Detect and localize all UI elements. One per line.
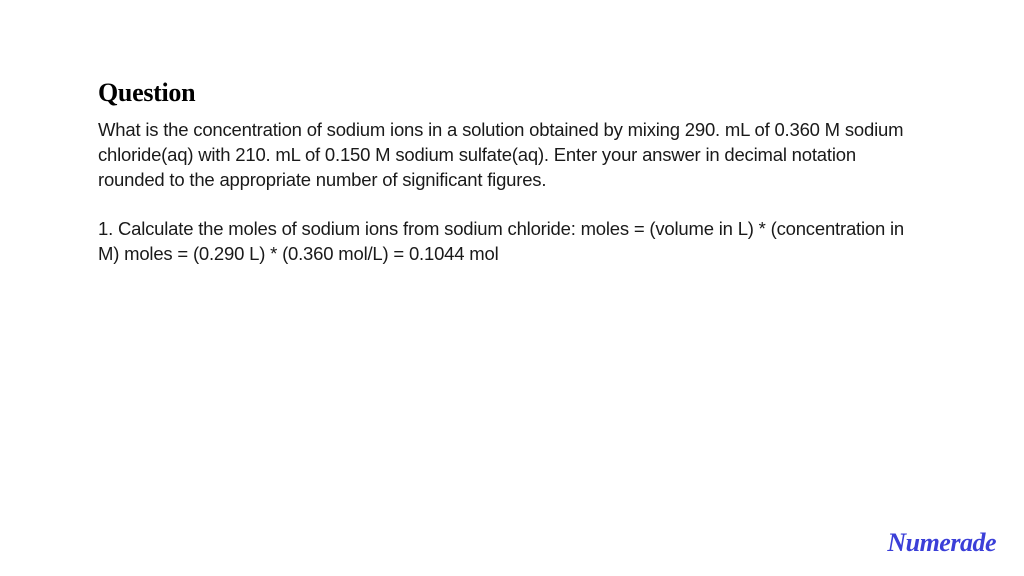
numerade-logo: Numerade — [887, 528, 996, 558]
solution-step-1: 1. Calculate the moles of sodium ions fr… — [98, 217, 926, 267]
content-area: Question What is the concentration of so… — [0, 0, 1024, 267]
question-body: What is the concentration of sodium ions… — [98, 118, 926, 193]
question-heading: Question — [98, 78, 926, 108]
